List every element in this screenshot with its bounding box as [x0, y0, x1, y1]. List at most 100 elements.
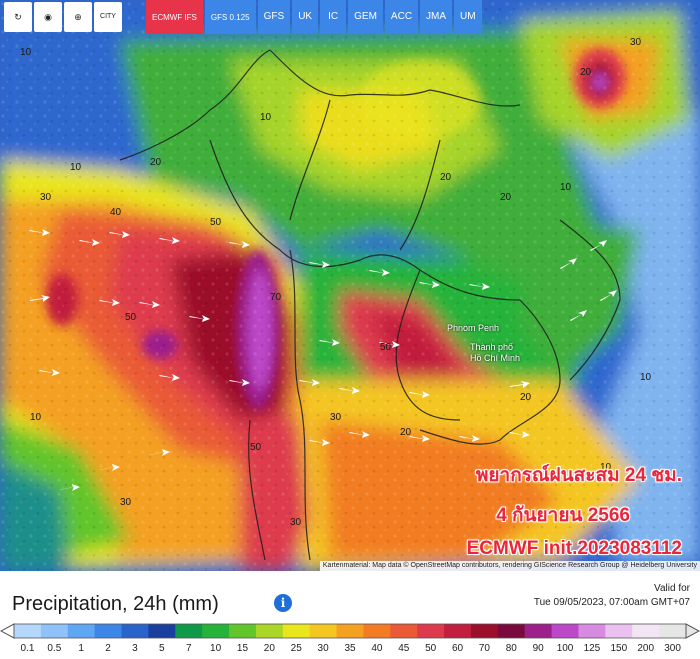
tab-acc[interactable]: ACC [384, 0, 419, 34]
scale-swatch [632, 624, 660, 638]
svg-text:20: 20 [150, 157, 162, 168]
precipitation-field: 10 10 20 30 40 50 50 70 50 20 30 20 50 10 30 30 20 3… [0, 0, 700, 571]
svg-text:30: 30 [40, 192, 52, 203]
scale-tick-label: 10 [210, 643, 222, 654]
scale-swatch [659, 624, 687, 638]
valid-time: Tue 09/05/2023, 07:00am GMT+07 [533, 597, 690, 608]
svg-text:30: 30 [290, 517, 302, 528]
city-toggle-label: CITY [100, 13, 116, 20]
svg-text:50: 50 [250, 442, 262, 453]
scale-tick-label: 200 [637, 643, 655, 654]
svg-text:30: 30 [330, 412, 342, 423]
scale-swatch [14, 624, 42, 638]
model-tabs: ECMWF IFS GFS 0.125 GFS UK IC GEM ACC JM… [146, 0, 482, 34]
scale-tick-label: 1 [78, 643, 84, 654]
scale-swatch [417, 624, 445, 638]
scale-tick-label: 25 [290, 643, 302, 654]
svg-text:30: 30 [120, 497, 132, 508]
svg-text:50: 50 [380, 342, 392, 353]
svg-text:40: 40 [110, 207, 122, 218]
scale-tick-label: 15 [236, 643, 249, 654]
scale-right-arrow [685, 623, 700, 639]
scale-tick-label: 80 [505, 643, 517, 654]
color-scale-bar [0, 623, 700, 639]
scale-tick-label: 70 [478, 643, 490, 654]
scale-tick-label: 2 [105, 643, 111, 654]
scale-swatch [497, 624, 526, 638]
city-toggle-button[interactable]: CITY [94, 2, 122, 32]
scale-tick-label: 40 [371, 643, 383, 654]
svg-text:10: 10 [70, 162, 82, 173]
scale-tick-label: 35 [344, 643, 356, 654]
scale-tick-label: 60 [451, 643, 464, 654]
info-icon[interactable]: i [274, 594, 292, 612]
svg-text:20: 20 [400, 427, 412, 438]
tab-jma[interactable]: JMA [420, 0, 453, 34]
scale-tick-label: 0.1 [20, 643, 35, 654]
scale-swatch [255, 624, 284, 638]
map-toolbar: ↻ ◉ ⊕ CITY [0, 0, 122, 34]
svg-text:20: 20 [440, 172, 452, 183]
svg-text:20: 20 [580, 67, 592, 78]
scale-tick-label: 0.5 [47, 643, 62, 654]
city-label-phnom-penh: Phnom Penh [447, 323, 500, 333]
svg-text:10: 10 [20, 47, 32, 58]
location-pin-icon[interactable]: ◉ [34, 2, 62, 32]
svg-text:20: 20 [520, 392, 532, 403]
scale-tick-label: 100 [556, 643, 574, 654]
scale-tick-label: 7 [185, 643, 192, 654]
scale-tick-label: 20 [263, 643, 275, 654]
scale-tick-label: 300 [664, 643, 681, 654]
tab-gfs[interactable]: GFS [257, 0, 291, 34]
zoom-icon[interactable]: ⊕ [64, 2, 92, 32]
scale-tick-label: 5 [159, 643, 165, 654]
scale-swatch [524, 624, 553, 638]
tab-ic[interactable]: IC [320, 0, 347, 34]
tab-uk[interactable]: UK [292, 0, 319, 34]
svg-text:10: 10 [260, 112, 272, 123]
color-scale-labels: 0.1 0.5 1 2 3 5 7 10 15 20 25 30 35 40 45 50 60 70 80 90 100… [0, 643, 700, 657]
scale-swatch [67, 624, 96, 638]
overlay-model-init: ECMWF init.2023083112 [466, 538, 682, 559]
scale-tick-label: 90 [532, 643, 544, 654]
svg-text:30: 30 [630, 37, 642, 48]
scale-swatch [309, 624, 338, 638]
scale-swatch [121, 624, 149, 638]
scale-swatch [551, 624, 579, 638]
svg-text:20: 20 [500, 192, 512, 203]
svg-text:10: 10 [640, 372, 652, 383]
scale-swatch [336, 624, 364, 638]
tab-ecmwf-ifs[interactable]: ECMWF IFS [146, 0, 203, 34]
tab-gem[interactable]: GEM [348, 0, 383, 34]
scale-swatch [175, 624, 203, 638]
scale-swatch [94, 624, 123, 638]
scale-swatch [148, 624, 176, 638]
overlay-date-thai: 4 กันยายน 2566 [496, 505, 630, 526]
legend-title: Precipitation, 24h (mm) [12, 593, 219, 615]
svg-text:50: 50 [125, 312, 137, 323]
scale-swatch [470, 624, 499, 638]
city-label-ho-chi-minh: Hồ Chí Minh [470, 353, 521, 363]
scale-swatch [444, 624, 472, 638]
tab-gfs-0125[interactable]: GFS 0.125 [204, 0, 256, 34]
scale-tick-label: 50 [425, 643, 437, 654]
precipitation-map[interactable]: 10 10 20 30 40 50 50 70 50 20 30 20 50 10 30 30 20 3… [0, 0, 700, 571]
valid-for-label: Valid for [654, 583, 690, 594]
svg-text:70: 70 [270, 292, 282, 303]
refresh-icon[interactable]: ↻ [4, 2, 32, 32]
scale-tick-label: 45 [398, 643, 410, 654]
overlay-title-thai: พยากรณ์ฝนสะสม 24 ชม. [475, 465, 682, 486]
scale-tick-label: 3 [132, 643, 138, 654]
scale-swatch [390, 624, 418, 638]
map-attribution[interactable]: Kartenmaterial: Map data © OpenStreetMap… [319, 561, 700, 571]
city-label-thanh-pho: Thành phố [470, 342, 514, 352]
scale-swatch [202, 624, 230, 638]
scale-swatch [40, 624, 69, 638]
scale-tick-label: 125 [583, 643, 601, 654]
scale-tick-label: 30 [317, 643, 329, 654]
scale-left-arrow [0, 623, 15, 639]
scale-tick-label: 150 [610, 643, 628, 654]
svg-text:10: 10 [560, 182, 572, 193]
scale-swatch [578, 624, 606, 638]
tab-um[interactable]: UM [454, 0, 482, 34]
